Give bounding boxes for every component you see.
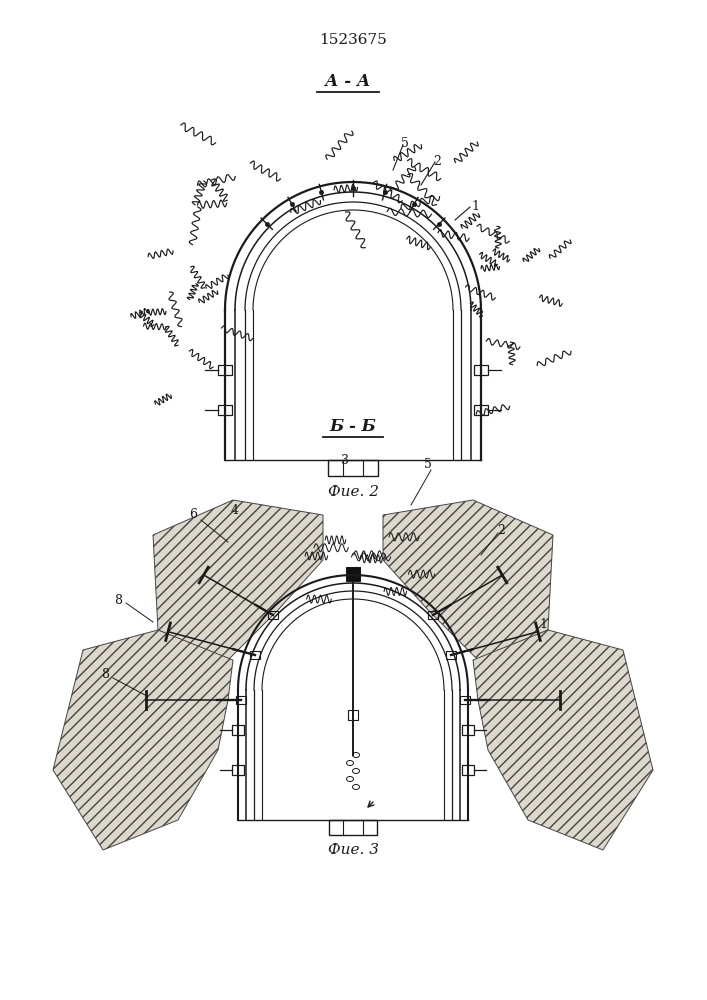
Text: Б - Б: Б - Б (329, 418, 376, 435)
Text: 5: 5 (424, 458, 432, 472)
Text: Фие. 2: Фие. 2 (327, 485, 378, 499)
Bar (460, 696, 470, 704)
Text: 1: 1 (539, 618, 547, 632)
Text: 5: 5 (401, 137, 409, 150)
Bar (218, 365, 232, 375)
Bar (218, 405, 232, 415)
Text: 4: 4 (231, 504, 239, 516)
Bar (462, 765, 474, 775)
Polygon shape (383, 500, 553, 660)
Bar (462, 725, 474, 735)
Polygon shape (53, 630, 233, 850)
Bar (236, 696, 246, 704)
Bar (348, 710, 358, 720)
Text: 1: 1 (471, 200, 479, 213)
Bar (268, 611, 278, 619)
Bar (428, 611, 438, 619)
Bar (328, 460, 378, 476)
Text: А - А: А - А (325, 73, 370, 90)
Bar (446, 651, 456, 659)
Text: 8: 8 (101, 668, 109, 682)
Bar (474, 405, 488, 415)
Text: 8: 8 (114, 593, 122, 606)
Bar (232, 765, 244, 775)
Text: 2: 2 (433, 155, 441, 168)
Text: 2: 2 (497, 524, 505, 536)
Bar (329, 820, 377, 835)
Text: Фие. 3: Фие. 3 (327, 843, 378, 857)
Bar (250, 651, 260, 659)
Text: 3: 3 (341, 454, 349, 466)
Bar (346, 567, 360, 581)
Polygon shape (473, 630, 653, 850)
Polygon shape (153, 500, 323, 660)
Bar (232, 725, 244, 735)
Text: 6: 6 (189, 508, 197, 522)
Text: 1523675: 1523675 (319, 33, 387, 47)
Bar (474, 365, 488, 375)
